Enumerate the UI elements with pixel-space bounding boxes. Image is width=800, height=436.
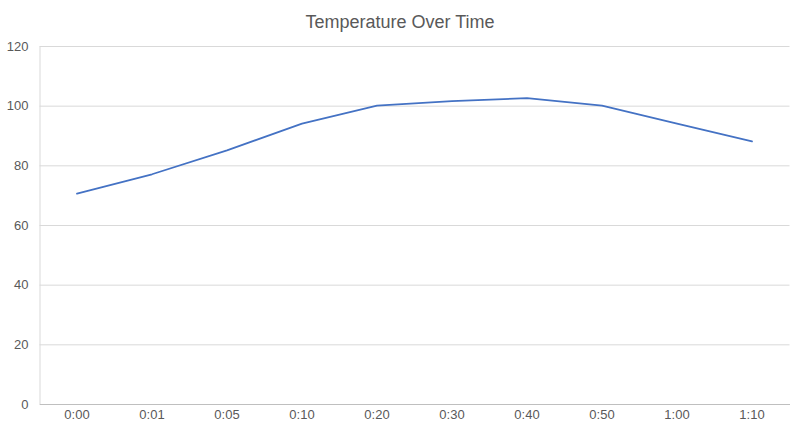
x-tick-label: 0:40 (514, 407, 539, 422)
y-tick-label: 100 (7, 98, 29, 113)
plot-area (77, 98, 752, 193)
y-tick: 40 (14, 277, 789, 292)
x-axis: 0:00 0:01 0:05 0:10 0:20 0:30 0:40 0:50 1:00 1:10 (40, 404, 790, 422)
x-tick: 1:00 (664, 404, 689, 422)
y-axis: 0 20 40 60 80 100 120 (7, 39, 790, 412)
x-tick: 0:50 (589, 404, 614, 422)
x-tick-label: 0:01 (139, 407, 164, 422)
x-tick: 0:00 (64, 404, 89, 422)
y-tick-label: 80 (14, 158, 28, 173)
x-tick-label: 0:20 (364, 407, 389, 422)
x-tick-label: 1:10 (739, 407, 764, 422)
grid-line (40, 46, 790, 47)
title: Temperature Over Time (305, 12, 494, 32)
y-tick-label: 40 (14, 277, 28, 292)
x-tick: 0:30 (439, 404, 464, 422)
grid-line (40, 404, 790, 405)
x-tick-label: 0:10 (289, 407, 314, 422)
grid-line (40, 225, 790, 226)
x-tick-label: 0:05 (214, 407, 239, 422)
line (77, 98, 752, 193)
x-tick: 0:20 (364, 404, 389, 422)
y-tick: 100 (7, 98, 790, 113)
background (0, 0, 800, 436)
grid-line (40, 106, 790, 107)
chart: Temperature Over Time 0 20 40 60 80 100 120 0:00… (0, 0, 800, 436)
x-axis-line (40, 404, 790, 405)
x-tick: 0:01 (139, 404, 164, 422)
grid-line (40, 165, 790, 166)
y-tick: 120 (7, 39, 790, 54)
x-tick: 1:10 (739, 404, 764, 422)
y-tick-label: 120 (7, 39, 29, 54)
x-tick: 0:10 (289, 404, 314, 422)
y-tick: 80 (14, 158, 789, 173)
grid-line (40, 285, 790, 286)
y-tick-label: 60 (14, 218, 28, 233)
x-tick: 0:40 (514, 404, 539, 422)
y-tick-label: 0 (21, 397, 28, 412)
y-tick: 60 (14, 218, 789, 233)
x-tick: 0:05 (214, 404, 239, 422)
y-tick-label: 20 (14, 337, 28, 352)
x-tick-label: 1:00 (664, 407, 689, 422)
x-tick-label: 0:50 (589, 407, 614, 422)
x-tick-label: 0:00 (64, 407, 89, 422)
y-tick: 20 (14, 337, 789, 352)
grid-line (40, 344, 790, 345)
x-tick-label: 0:30 (439, 407, 464, 422)
